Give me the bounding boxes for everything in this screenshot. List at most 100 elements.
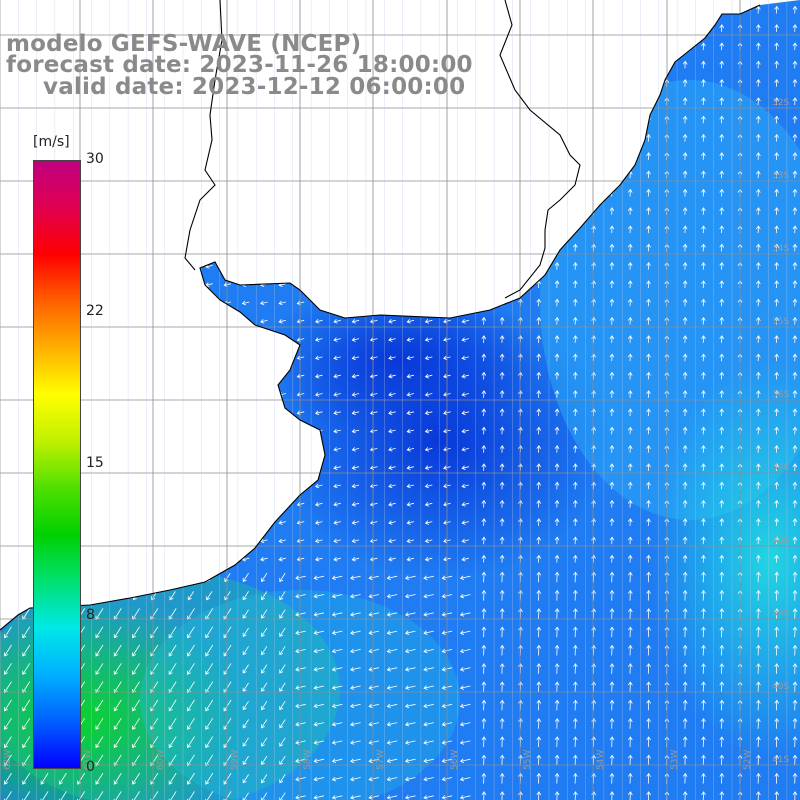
wind-arrow [424,355,433,361]
wind-arrow [278,337,286,342]
wind-arrow [186,209,195,214]
wind-arrow [386,667,398,672]
lat-label: 39S [772,609,789,619]
wind-arrow [223,117,232,123]
wind-arrow [518,225,523,234]
wind-arrow [701,188,706,197]
wind-arrow [168,337,177,342]
wind-arrow [95,520,103,525]
wind-arrow [113,410,122,416]
wind-arrow [150,556,158,562]
wind-arrow [774,426,779,435]
wind-arrow [368,776,379,782]
wind-arrow [368,721,379,727]
wind-arrow [481,589,487,601]
wind-arrow [58,791,67,800]
wind-arrow [260,337,268,342]
wind-arrow [572,60,578,69]
wind-arrow [3,483,12,489]
wind-arrow [296,227,305,233]
wind-arrow [350,758,361,764]
wind-arrow [554,463,560,472]
wind-arrow [350,667,361,672]
wind-arrow [792,24,798,32]
wind-arrow [406,373,415,379]
wind-arrow [278,465,286,470]
wind-arrow [223,227,232,233]
wind-arrow [536,554,542,563]
wind-arrow [774,554,779,563]
wind-arrow [351,7,360,13]
wind-arrow [646,499,651,508]
wind-arrow [646,754,651,766]
wind-arrow [423,667,434,672]
wind-arrow [554,207,560,215]
wind-arrow [554,426,560,435]
wind-arrow [572,280,578,289]
wind-arrow [295,630,306,635]
wind-arrow [792,390,798,398]
wind-arrow [682,353,688,362]
wind-arrow [774,170,779,179]
wind-arrow [113,209,122,214]
wind-arrow [261,627,268,637]
wind-arrow [406,319,415,324]
lon-label: 53W [670,750,680,770]
wind-arrow [313,593,325,599]
lon-label: 55W [523,750,533,770]
lon-label: 58W [303,750,313,770]
wind-arrow [351,227,360,233]
wind-arrow [242,572,249,583]
wind-arrow [205,502,213,507]
wind-arrow [388,410,396,416]
wind-arrow [481,316,487,325]
wind-arrow [241,136,250,141]
wind-arrow [186,136,195,141]
wind-arrow [58,26,67,31]
wind-arrow [499,170,505,179]
wind-arrow [223,538,232,544]
wind-arrow [591,518,596,526]
wind-arrow [755,426,761,435]
wind-arrow [278,319,286,324]
wind-arrow [315,7,323,13]
wind-arrow [132,608,140,621]
wind-arrow [609,481,615,490]
wind-arrow [22,626,31,639]
wind-arrow [315,373,323,379]
wind-arrow [481,371,487,380]
wind-arrow [481,170,487,179]
wind-arrow [701,298,706,307]
wind-arrow [701,5,706,14]
wind-arrow [369,26,378,31]
wind-arrow [40,772,49,785]
wind-arrow [701,663,706,674]
wind-arrow [591,280,596,289]
wind-arrow [296,245,305,251]
wind-arrow [333,300,341,306]
wind-arrow [278,264,286,269]
wind-arrow [296,7,305,13]
wind-arrow [3,428,12,434]
wind-arrow [278,99,286,104]
wind-arrow [536,298,542,307]
wind-arrow [260,538,268,544]
wind-arrow [351,26,360,31]
wind-arrow [627,371,633,380]
wind-arrow [260,447,268,452]
wind-arrow [609,754,615,766]
wind-arrow [241,337,250,342]
wind-arrow [536,754,542,766]
wind-arrow [774,280,779,289]
wind-arrow [518,207,523,215]
wind-arrow [609,626,615,638]
wind-arrow [627,188,633,197]
wind-arrow [331,630,343,635]
wind-arrow [369,7,378,13]
wind-arrow [186,520,195,525]
wind-arrow [3,190,12,196]
wind-arrow [3,410,12,416]
wind-arrow [536,663,542,674]
wind-arrow [755,152,761,160]
wind-arrow [168,520,177,525]
